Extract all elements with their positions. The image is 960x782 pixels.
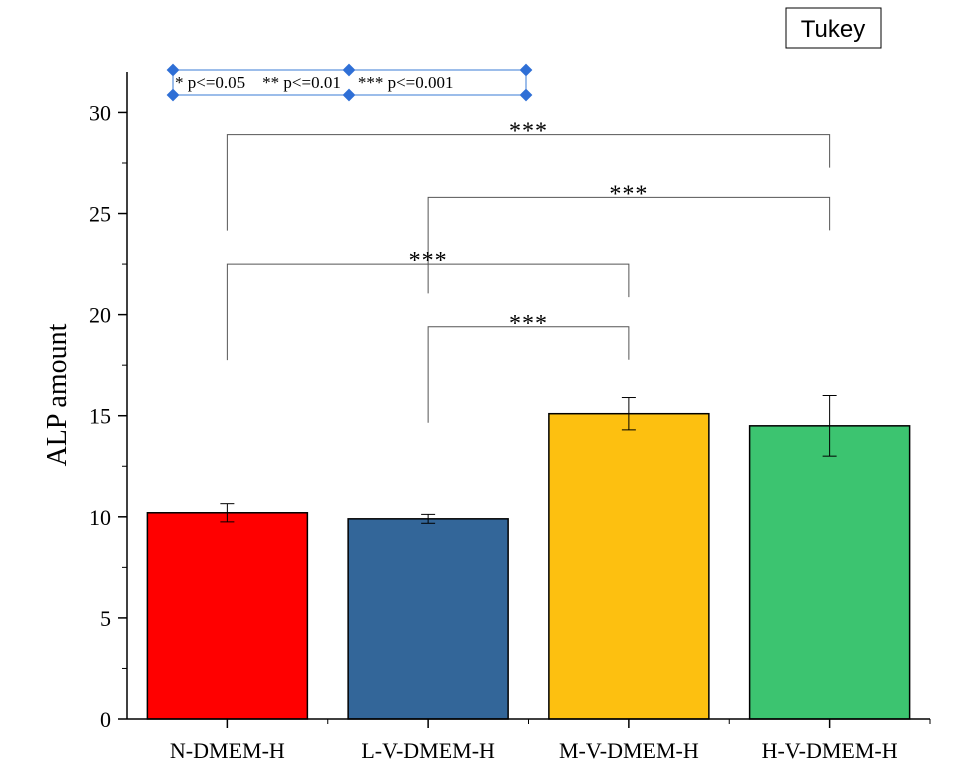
significance-label-0: *** (509, 119, 548, 145)
bars-layer (146, 412, 911, 720)
tukey-label: Tukey (801, 16, 865, 43)
significance-bracket-1: *** (427, 181, 831, 294)
tukey-box: Tukey (785, 7, 882, 49)
significance-legend[interactable]: * p<=0.05 ** p<=0.01 *** p<=0.001 (166, 63, 533, 102)
significance-label-3: *** (509, 311, 548, 337)
x-tick-label-2: M-V-DMEM-H (559, 738, 699, 763)
error-bar-2 (621, 397, 636, 431)
significance-brackets-layer: *** *** *** *** (226, 119, 831, 423)
x-tick-label-0: N-DMEM-H (170, 738, 285, 763)
resize-handle-2-0[interactable] (519, 63, 533, 77)
error-bar-0 (220, 503, 235, 523)
x-tick-label-3: H-V-DMEM-H (762, 738, 898, 763)
y-tick-label-3: 15 (89, 404, 111, 429)
x-tick-label-1: L-V-DMEM-H (361, 738, 495, 763)
resize-handle-2-1[interactable] (519, 88, 533, 102)
y-tick-label-0: 0 (100, 707, 111, 732)
error-bars-layer (220, 395, 837, 524)
significance-bracket-3: *** (427, 311, 630, 423)
y-tick-label-6: 30 (89, 100, 111, 125)
bar-2 (548, 412, 710, 720)
y-axis-label: ALP amount (42, 323, 73, 466)
significance-legend-text: * p<=0.05 ** p<=0.01 *** p<=0.001 (175, 73, 454, 92)
y-tick-label-4: 20 (89, 303, 111, 328)
significance-label-1: *** (609, 181, 648, 207)
resize-handle-0-0[interactable] (166, 63, 180, 77)
bar-0 (146, 512, 309, 720)
y-tick-label-1: 5 (100, 606, 111, 631)
resize-handle-1-1[interactable] (342, 88, 356, 102)
resize-handle-1-0[interactable] (342, 63, 356, 77)
y-ticks-layer: 0 5 10 15 20 25 30 (89, 100, 127, 732)
error-bar-1 (421, 513, 436, 524)
significance-bracket-0: *** (226, 119, 831, 231)
bar-1 (347, 518, 509, 720)
significance-label-2: *** (409, 248, 448, 274)
significance-bracket-2: *** (226, 248, 630, 361)
bar-3 (748, 425, 911, 720)
x-ticks-layer: N-DMEM-H L-V-DMEM-H M-V-DMEM-H H-V-DMEM-H (170, 719, 931, 763)
y-tick-label-2: 10 (89, 505, 111, 530)
y-tick-label-5: 25 (89, 202, 111, 227)
error-bar-3 (822, 395, 837, 457)
resize-handle-0-1[interactable] (166, 88, 180, 102)
